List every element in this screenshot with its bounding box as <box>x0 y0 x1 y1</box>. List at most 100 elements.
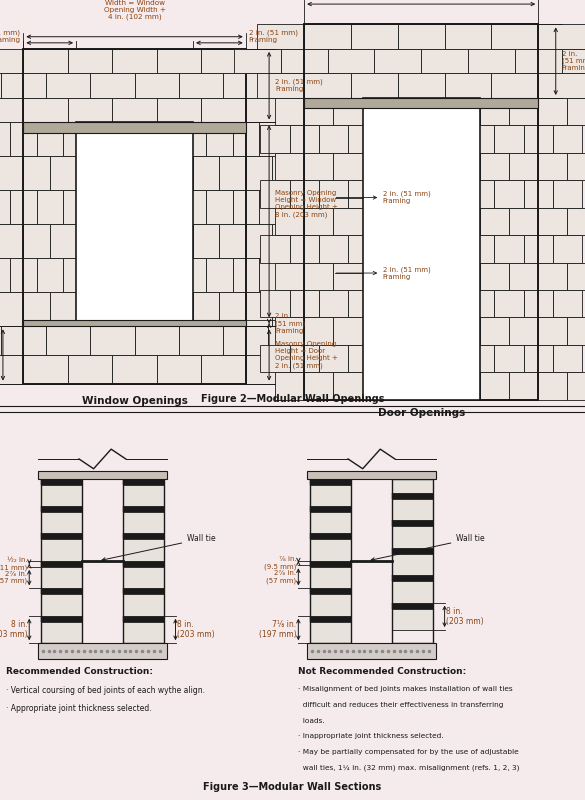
Bar <box>157 355 201 383</box>
Text: 2 in.
(51 mm)
Framing: 2 in. (51 mm) Framing <box>275 313 305 334</box>
Bar <box>538 25 585 49</box>
Bar <box>333 208 363 235</box>
Bar <box>260 290 290 318</box>
Bar <box>436 235 465 262</box>
Bar <box>11 258 36 292</box>
Bar <box>363 262 392 290</box>
Bar <box>246 355 290 383</box>
Bar <box>348 126 377 153</box>
Bar <box>193 224 219 258</box>
Bar <box>112 49 157 74</box>
Bar <box>275 208 304 235</box>
Bar <box>348 345 377 372</box>
Bar <box>112 98 157 122</box>
Bar <box>307 643 436 659</box>
Bar <box>509 208 538 235</box>
Bar <box>515 49 562 74</box>
Bar <box>328 49 374 74</box>
Bar <box>23 49 246 383</box>
Bar <box>63 190 89 224</box>
Bar <box>310 616 351 622</box>
Bar <box>112 355 157 383</box>
Bar <box>153 122 180 157</box>
Bar <box>1 326 46 355</box>
Bar <box>0 190 11 224</box>
Bar <box>319 345 348 372</box>
Bar <box>223 326 268 355</box>
Bar <box>275 98 304 126</box>
Bar <box>567 153 585 180</box>
Text: 2⅞ in.
(57 mm): 2⅞ in. (57 mm) <box>0 571 27 584</box>
Text: Figure 3—Modular Wall Sections: Figure 3—Modular Wall Sections <box>204 782 381 792</box>
Bar <box>436 290 465 318</box>
Text: Wall tie: Wall tie <box>371 534 485 561</box>
Bar <box>553 180 582 208</box>
Bar <box>223 74 268 98</box>
Bar <box>180 258 207 292</box>
Bar <box>436 345 465 372</box>
Text: Masonry Opening
Width = Window
Opening Width +
4 in. (102 mm): Masonry Opening Width = Window Opening W… <box>103 0 166 20</box>
Bar <box>89 258 116 292</box>
Bar <box>319 235 348 262</box>
Bar <box>304 98 538 108</box>
Bar <box>450 262 480 290</box>
Bar <box>272 292 298 326</box>
Bar <box>363 318 392 345</box>
Text: Wall tie: Wall tie <box>102 534 216 561</box>
Bar <box>219 224 246 258</box>
Text: difficult and reduces their effectiveness in transferring: difficult and reduces their effectivenes… <box>298 702 504 708</box>
Bar <box>450 208 480 235</box>
Bar <box>538 372 567 400</box>
Text: loads.: loads. <box>298 718 325 724</box>
Bar <box>290 345 319 372</box>
Bar <box>465 126 494 153</box>
Bar <box>392 581 433 602</box>
Bar <box>23 224 50 258</box>
Bar <box>123 478 164 643</box>
Bar <box>310 539 351 561</box>
Bar <box>41 512 82 534</box>
Bar <box>219 292 246 326</box>
Bar <box>89 190 116 224</box>
Text: · Misalignment of bed joints makes installation of wall ties: · Misalignment of bed joints makes insta… <box>298 686 513 692</box>
Bar <box>76 157 102 190</box>
Text: Door Openings: Door Openings <box>377 408 465 418</box>
Bar <box>246 49 290 74</box>
Bar <box>123 616 164 622</box>
Text: 7⅛ in.
(197 mm): 7⅛ in. (197 mm) <box>259 620 297 639</box>
Bar <box>538 208 567 235</box>
Bar <box>23 355 68 383</box>
Bar <box>333 153 363 180</box>
Bar <box>180 122 207 157</box>
Bar <box>207 258 233 292</box>
Bar <box>567 98 585 126</box>
Bar <box>509 98 538 126</box>
Bar <box>90 74 135 98</box>
Bar <box>41 485 82 506</box>
Bar <box>307 470 436 478</box>
Bar <box>524 345 553 372</box>
Bar <box>480 372 509 400</box>
Text: 8 in.
(203 mm): 8 in. (203 mm) <box>0 620 27 639</box>
Bar <box>272 157 298 190</box>
Bar <box>0 74 1 98</box>
Bar <box>123 539 164 561</box>
Bar <box>41 567 82 588</box>
Bar <box>450 372 480 400</box>
Bar <box>46 74 90 98</box>
Bar <box>272 224 298 258</box>
Bar <box>102 224 129 258</box>
Bar <box>304 153 333 180</box>
Bar <box>494 126 524 153</box>
Bar <box>436 180 465 208</box>
Bar <box>50 157 76 190</box>
Bar <box>257 25 304 49</box>
Bar <box>377 345 407 372</box>
Bar <box>304 98 333 126</box>
Text: Masonry Opening
Height = Door
Opening Height +
2 in. (51 mm): Masonry Opening Height = Door Opening He… <box>275 342 338 369</box>
Bar <box>290 180 319 208</box>
Bar <box>246 157 272 190</box>
Bar <box>234 49 281 74</box>
Bar <box>304 74 351 98</box>
Bar <box>567 372 585 400</box>
